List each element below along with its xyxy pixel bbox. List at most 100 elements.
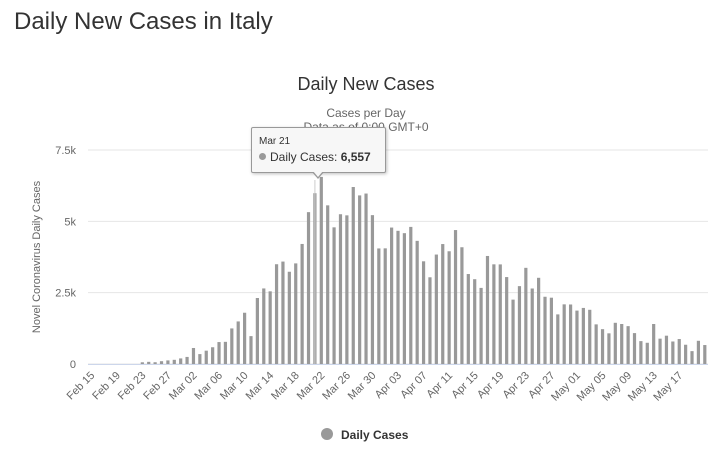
bar[interactable] xyxy=(677,339,681,364)
bar[interactable] xyxy=(639,341,643,364)
bar[interactable] xyxy=(281,261,285,364)
tooltip: Mar 21 Daily Cases: 6,557 xyxy=(251,127,386,179)
bar[interactable] xyxy=(223,341,228,364)
bar[interactable] xyxy=(466,274,470,364)
bar[interactable] xyxy=(460,247,464,364)
bar[interactable] xyxy=(517,286,522,364)
bar[interactable] xyxy=(211,347,215,364)
bar[interactable] xyxy=(600,329,605,364)
bar[interactable] xyxy=(492,264,496,364)
bar[interactable] xyxy=(396,230,400,364)
bar[interactable] xyxy=(664,335,669,364)
bar[interactable] xyxy=(243,312,247,364)
bar[interactable] xyxy=(684,344,688,364)
bar[interactable] xyxy=(652,324,656,364)
bar[interactable] xyxy=(159,361,164,364)
bar[interactable] xyxy=(530,288,534,365)
bar[interactable] xyxy=(620,324,624,364)
bar[interactable] xyxy=(626,326,630,364)
bar[interactable] xyxy=(204,350,208,364)
bar[interactable] xyxy=(236,321,240,364)
bar[interactable] xyxy=(658,338,662,364)
bar[interactable] xyxy=(358,195,362,364)
bar[interactable] xyxy=(230,328,234,364)
bar[interactable] xyxy=(568,304,573,364)
chart-subtitle: Cases per Day xyxy=(326,106,405,120)
bar[interactable] xyxy=(294,263,298,364)
bar[interactable] xyxy=(479,287,483,364)
bar[interactable] xyxy=(671,341,675,364)
bar[interactable] xyxy=(262,288,266,364)
bar[interactable] xyxy=(549,297,553,364)
bar[interactable] xyxy=(402,233,406,364)
y-tick-label: 2.5k xyxy=(55,288,76,300)
bar[interactable] xyxy=(166,360,170,364)
bar[interactable] xyxy=(441,244,445,364)
bar[interactable] xyxy=(581,307,585,364)
bar[interactable] xyxy=(364,193,368,364)
bar[interactable] xyxy=(594,324,598,364)
bar[interactable] xyxy=(607,333,611,364)
legend-item-daily-cases[interactable]: Daily Cases xyxy=(341,428,409,442)
bar[interactable] xyxy=(690,351,694,364)
bar[interactable] xyxy=(543,296,547,364)
bar[interactable] xyxy=(485,255,490,364)
bar[interactable] xyxy=(562,304,566,364)
bar[interactable] xyxy=(268,291,272,364)
tooltip-row: Daily Cases: 6,557 xyxy=(259,150,371,164)
bar[interactable] xyxy=(575,310,579,364)
bar[interactable] xyxy=(447,251,451,364)
bar[interactable] xyxy=(287,271,291,364)
bar[interactable] xyxy=(696,340,701,364)
bar[interactable] xyxy=(632,333,637,364)
bar[interactable] xyxy=(390,227,394,364)
bar[interactable] xyxy=(428,277,432,364)
bar[interactable] xyxy=(338,214,343,364)
bar[interactable] xyxy=(249,336,253,364)
bar[interactable] xyxy=(524,267,528,364)
bar[interactable] xyxy=(198,354,202,364)
bar[interactable] xyxy=(147,361,151,364)
bar[interactable] xyxy=(613,322,617,364)
bar[interactable] xyxy=(415,240,419,364)
chart-title: Daily New Cases xyxy=(297,74,434,94)
bar[interactable] xyxy=(255,298,259,364)
bar[interactable] xyxy=(319,176,323,364)
bar[interactable] xyxy=(300,243,304,364)
bar[interactable] xyxy=(153,362,157,364)
bar[interactable] xyxy=(140,362,144,364)
bar[interactable] xyxy=(345,215,349,364)
bar[interactable] xyxy=(556,314,560,364)
bar[interactable] xyxy=(326,205,330,364)
bar[interactable] xyxy=(306,212,311,364)
bar[interactable] xyxy=(473,279,477,364)
bar[interactable] xyxy=(191,347,196,364)
bar[interactable] xyxy=(383,248,387,364)
x-tick-label: Apr 07 xyxy=(398,370,429,401)
bar[interactable] xyxy=(370,215,375,364)
bar[interactable] xyxy=(537,277,541,364)
bar[interactable] xyxy=(434,254,438,364)
bar[interactable] xyxy=(274,264,279,364)
legend[interactable]: Daily Cases xyxy=(321,428,409,442)
bar[interactable] xyxy=(421,261,426,364)
bar[interactable] xyxy=(645,342,649,364)
bar[interactable] xyxy=(332,227,336,364)
bar[interactable] xyxy=(185,356,189,364)
bar[interactable] xyxy=(511,299,515,364)
bar[interactable] xyxy=(703,345,707,364)
bar[interactable] xyxy=(588,309,592,364)
bar[interactable] xyxy=(505,277,509,364)
bar[interactable] xyxy=(409,226,413,364)
bar[interactable] xyxy=(498,264,502,364)
tooltip-date: Mar 21 xyxy=(259,136,291,147)
bar[interactable] xyxy=(172,359,176,364)
bar[interactable] xyxy=(377,248,381,364)
bar[interactable] xyxy=(453,230,458,364)
bar-series[interactable] xyxy=(140,176,707,365)
bar[interactable] xyxy=(179,358,183,364)
tooltip-series-name: Daily Cases xyxy=(270,150,335,164)
bar[interactable] xyxy=(217,342,221,364)
bar[interactable] xyxy=(351,187,355,364)
